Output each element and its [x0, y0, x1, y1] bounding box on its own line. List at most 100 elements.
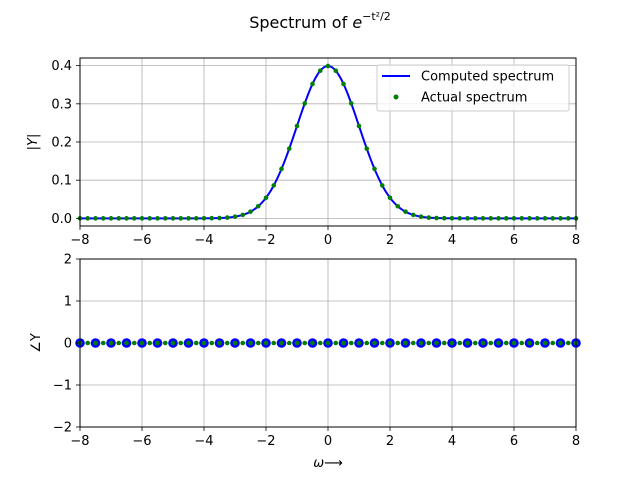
- actual-spectrum-point: [364, 146, 370, 151]
- actual-spectrum-point: [449, 216, 455, 221]
- x-tick-label: 6: [510, 434, 518, 449]
- actual-phase-point: [186, 340, 191, 346]
- actual-phase-point: [488, 340, 494, 346]
- actual-phase-point: [457, 340, 463, 346]
- actual-spectrum-point: [248, 209, 253, 214]
- actual-spectrum-point: [480, 216, 486, 221]
- actual-phase-point: [379, 340, 385, 346]
- actual-phase-point: [333, 340, 339, 346]
- x-tick-label: 8: [572, 434, 580, 449]
- y-tick-label: 0.4: [51, 59, 72, 74]
- actual-spectrum-point: [162, 216, 168, 221]
- x-tick-label: −8: [70, 233, 89, 248]
- actual-spectrum-point: [279, 166, 284, 172]
- actual-phase-point: [193, 340, 199, 346]
- y-tick-label: 0.1: [51, 174, 72, 189]
- actual-spectrum-point: [317, 68, 323, 74]
- actual-spectrum-point: [356, 123, 362, 129]
- actual-phase-point: [356, 340, 362, 346]
- title-var: e: [352, 13, 362, 32]
- x-tick-label: −4: [194, 434, 213, 449]
- actual-phase-point: [93, 340, 98, 346]
- actual-spectrum-point: [131, 216, 137, 221]
- actual-spectrum-point: [209, 215, 215, 221]
- actual-spectrum-point: [418, 214, 424, 219]
- actual-spectrum-point: [472, 216, 478, 221]
- actual-spectrum-point: [294, 123, 300, 129]
- actual-spectrum-point: [155, 216, 160, 221]
- x-tick-label: 8: [572, 233, 580, 248]
- y-tick-label: −2: [53, 421, 72, 436]
- actual-phase-point: [310, 340, 315, 346]
- actual-phase-point: [465, 340, 470, 346]
- actual-spectrum-point: [116, 216, 122, 221]
- actual-spectrum-point: [139, 216, 145, 221]
- actual-spectrum-point: [379, 183, 385, 188]
- actual-spectrum-point: [403, 209, 408, 214]
- actual-spectrum-point: [465, 216, 470, 221]
- actual-phase-point: [170, 340, 176, 346]
- actual-phase-point: [124, 340, 129, 346]
- actual-spectrum-point: [341, 81, 346, 87]
- x-tick-label: 6: [510, 233, 518, 248]
- actual-spectrum-point: [85, 216, 91, 221]
- x-tick-label: 2: [386, 233, 394, 248]
- actual-phase-point: [131, 340, 137, 346]
- x-tick-label: −4: [194, 233, 213, 248]
- actual-phase-point: [519, 340, 525, 346]
- actual-phase-point: [240, 340, 246, 346]
- actual-phase-point: [403, 340, 408, 346]
- actual-phase-point: [317, 340, 323, 346]
- actual-spectrum-point: [496, 216, 501, 221]
- actual-phase-point: [263, 340, 269, 346]
- actual-spectrum-point: [534, 216, 540, 221]
- y-tick-label: 0.2: [51, 136, 72, 151]
- actual-phase-point: [271, 340, 277, 346]
- magnitude-ylabel: |Y|: [26, 134, 41, 151]
- legend-actual-swatch: [393, 94, 399, 100]
- actual-phase-point: [286, 340, 292, 346]
- x-tick-label: −2: [256, 233, 275, 248]
- actual-spectrum-point: [457, 216, 463, 221]
- actual-spectrum-point: [527, 216, 532, 221]
- actual-spectrum-point: [333, 68, 339, 74]
- actual-phase-point: [302, 340, 308, 346]
- actual-spectrum-point: [550, 216, 556, 221]
- phase-xlabel: ω⟶: [313, 456, 343, 471]
- actual-phase-point: [364, 340, 370, 346]
- x-tick-label: 4: [448, 434, 456, 449]
- actual-phase-point: [201, 340, 207, 346]
- actual-spectrum-point: [434, 215, 439, 221]
- actual-phase-point: [255, 340, 261, 346]
- actual-phase-point: [418, 340, 424, 346]
- x-tick-label: 4: [448, 233, 456, 248]
- actual-spectrum-point: [503, 216, 509, 221]
- actual-spectrum-point: [441, 215, 447, 221]
- actual-spectrum-point: [170, 216, 176, 221]
- y-tick-label: 0.0: [51, 212, 72, 227]
- x-tick-label: 0: [324, 233, 332, 248]
- actual-spectrum-point: [558, 216, 563, 221]
- phase-ylabel: ∠Y: [29, 333, 44, 353]
- actual-phase-point: [162, 340, 168, 346]
- actual-phase-point: [511, 340, 517, 346]
- magnitude-ticks: −8 −6 −4 −2 0 2 4 6 8 0.0 0.1 0.2 0.3 0.4: [51, 59, 580, 248]
- actual-spectrum-point: [255, 203, 261, 209]
- actual-phase-point: [248, 340, 253, 346]
- actual-phase-point: [155, 340, 160, 346]
- actual-phase-point: [410, 340, 416, 346]
- actual-phase-point: [472, 340, 478, 346]
- actual-spectrum-point: [426, 215, 432, 220]
- actual-phase-point: [496, 340, 501, 346]
- actual-spectrum-point: [147, 216, 153, 221]
- actual-phase-point: [85, 340, 91, 346]
- actual-spectrum-point: [511, 216, 517, 221]
- actual-spectrum-point: [93, 216, 98, 221]
- legend-frame: [376, 64, 570, 112]
- actual-phase-point: [325, 340, 331, 346]
- actual-spectrum-point: [124, 216, 129, 221]
- actual-phase-point: [441, 340, 447, 346]
- legend: Computed spectrum Actual spectrum: [376, 64, 570, 112]
- x-tick-label: 0: [324, 434, 332, 449]
